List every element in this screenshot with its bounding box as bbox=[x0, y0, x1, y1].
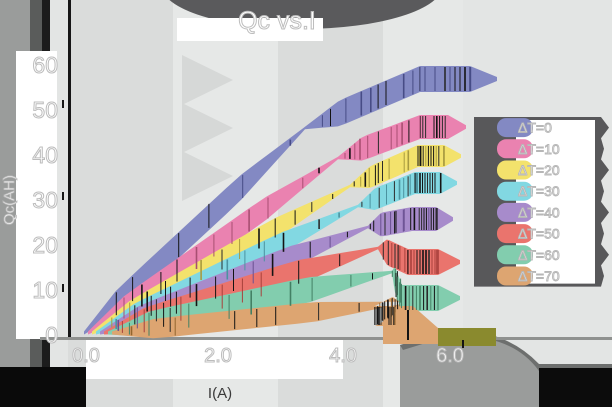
svg-text:40: 40 bbox=[32, 142, 58, 168]
svg-text:2.0: 2.0 bbox=[204, 345, 232, 367]
svg-text:ΔT=0: ΔT=0 bbox=[518, 120, 552, 136]
svg-text:ΔT=20: ΔT=20 bbox=[518, 162, 560, 178]
svg-text:50: 50 bbox=[32, 97, 58, 123]
svg-text:ΔT=70: ΔT=70 bbox=[518, 268, 560, 284]
svg-text:10: 10 bbox=[32, 277, 58, 303]
svg-text:ΔT=30: ΔT=30 bbox=[518, 183, 560, 199]
svg-text:0.0: 0.0 bbox=[72, 345, 100, 367]
svg-text:20: 20 bbox=[32, 232, 58, 258]
svg-text:ΔT=60: ΔT=60 bbox=[518, 247, 560, 263]
svg-text:4.0: 4.0 bbox=[329, 345, 357, 367]
svg-text:Qc(AH): Qc(AH) bbox=[1, 175, 18, 225]
svg-text:6.0: 6.0 bbox=[436, 345, 464, 367]
svg-text:0: 0 bbox=[45, 322, 58, 348]
svg-text:Qc vs.I: Qc vs.I bbox=[238, 7, 316, 35]
svg-text:ΔT=40: ΔT=40 bbox=[518, 204, 560, 220]
svg-text:I(A): I(A) bbox=[208, 385, 232, 402]
svg-text:ΔT=50: ΔT=50 bbox=[518, 226, 560, 242]
svg-text:60: 60 bbox=[32, 52, 58, 78]
svg-text:30: 30 bbox=[32, 187, 58, 213]
svg-text:ΔT=10: ΔT=10 bbox=[518, 141, 560, 157]
